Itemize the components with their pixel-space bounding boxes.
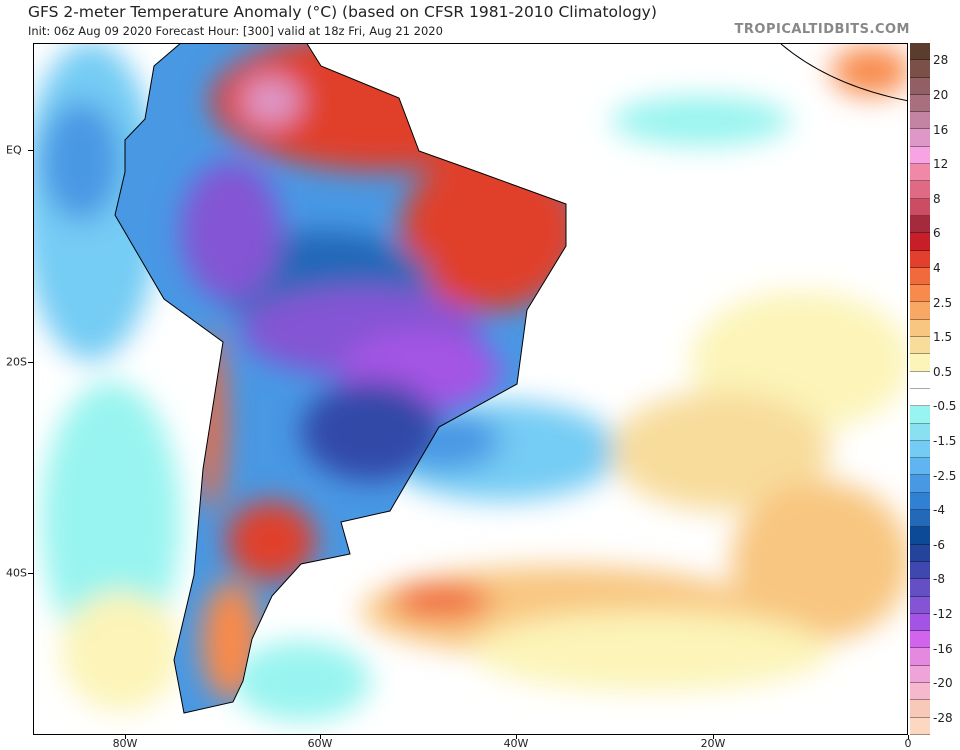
colorbar-segment xyxy=(910,613,930,632)
colorbar-label: 0.5 xyxy=(933,364,953,379)
colorbar-segment xyxy=(910,458,930,476)
colorbar-segment xyxy=(910,596,930,614)
colorbar-segment xyxy=(910,94,930,113)
colorbar-segment xyxy=(910,285,930,303)
colorbar-segment xyxy=(910,682,930,701)
lon-label-0: 0 xyxy=(904,737,912,750)
map-title: GFS 2-meter Temperature Anomaly (°C) (ba… xyxy=(28,3,657,21)
colorbar-segment xyxy=(910,181,930,199)
lon-tick xyxy=(908,735,909,739)
colorbar-segment xyxy=(910,319,930,338)
colorbar-segment xyxy=(910,302,930,320)
colorbar-segment xyxy=(910,648,930,666)
colorbar-label: 28 xyxy=(933,53,949,68)
lon-label-20w: 20W xyxy=(700,737,726,750)
colorbar-label: 12 xyxy=(933,157,949,172)
colorbar-label: -4 xyxy=(933,503,945,518)
colorbar-label: -12 xyxy=(933,606,953,621)
map-subtitle: Init: 06z Aug 09 2020 Forecast Hour: [30… xyxy=(28,24,443,38)
colorbar-label: 8 xyxy=(933,191,941,206)
colorbar-segment xyxy=(910,215,930,234)
colorbar-segment xyxy=(910,371,930,389)
coastline-africa xyxy=(780,44,907,102)
colorbar-segment xyxy=(910,129,930,147)
colorbar-segment xyxy=(910,492,930,511)
lat-label-20s: 20S xyxy=(6,355,27,369)
colorbar-segment xyxy=(910,527,930,545)
lon-label-60w: 60W xyxy=(307,737,333,750)
lat-tick xyxy=(28,150,33,151)
colorbar-segment xyxy=(910,631,930,649)
colorbar-segment xyxy=(910,198,930,216)
temperature-anomaly-map xyxy=(33,43,908,735)
lon-tick xyxy=(125,735,126,739)
colorbar-segment xyxy=(910,665,930,683)
lon-tick xyxy=(516,735,517,739)
lon-label-80w: 80W xyxy=(112,737,138,750)
colorbar-segment xyxy=(910,579,930,597)
lon-tick xyxy=(713,735,714,739)
colorbar-label: -2.5 xyxy=(933,468,957,483)
colorbar-label: -6 xyxy=(933,537,945,552)
colorbar-segment xyxy=(910,388,930,407)
lon-label-40w: 40W xyxy=(503,737,529,750)
colorbar-segment xyxy=(910,233,930,251)
colorbar-segment xyxy=(910,77,930,95)
colorbar-segment xyxy=(910,440,930,459)
watermark: TROPICALTIDBITS.COM xyxy=(734,22,910,37)
coastline-south-america xyxy=(114,44,567,714)
colorbar-label: -28 xyxy=(933,710,953,725)
colorbar-segment xyxy=(910,406,930,424)
colorbar-label: 2.5 xyxy=(933,295,953,310)
colorbar-segment xyxy=(910,60,930,78)
colorbar-label: 20 xyxy=(933,87,949,102)
colorbar-segment xyxy=(910,250,930,268)
colorbar-segment xyxy=(910,43,930,61)
map-canvas xyxy=(34,44,907,734)
colorbar-segment xyxy=(910,717,930,735)
colorbar-segment xyxy=(910,561,930,580)
colorbar-label: -1.5 xyxy=(933,433,957,448)
colorbar xyxy=(910,43,930,735)
colorbar-segment xyxy=(910,475,930,493)
lat-label-eq: EQ xyxy=(6,143,22,157)
colorbar-segment xyxy=(910,423,930,441)
colorbar-segment xyxy=(910,700,930,718)
colorbar-label: 4 xyxy=(933,260,941,275)
colorbar-segment xyxy=(910,267,930,286)
lon-tick xyxy=(320,735,321,739)
colorbar-label: -20 xyxy=(933,676,953,691)
colorbar-label: -0.5 xyxy=(933,399,957,414)
colorbar-label: 16 xyxy=(933,122,949,137)
colorbar-segment xyxy=(910,510,930,528)
lat-tick xyxy=(28,573,33,574)
colorbar-segment xyxy=(910,146,930,165)
colorbar-segment xyxy=(910,544,930,562)
colorbar-label: 6 xyxy=(933,226,941,241)
colorbar-segment xyxy=(910,337,930,355)
lat-tick xyxy=(28,362,33,363)
colorbar-label: -16 xyxy=(933,641,953,656)
colorbar-label: -8 xyxy=(933,572,945,587)
colorbar-label: 1.5 xyxy=(933,330,953,345)
colorbar-segment xyxy=(910,164,930,182)
colorbar-segment xyxy=(910,354,930,372)
lat-label-40s: 40S xyxy=(6,566,27,580)
colorbar-segment xyxy=(910,112,930,130)
